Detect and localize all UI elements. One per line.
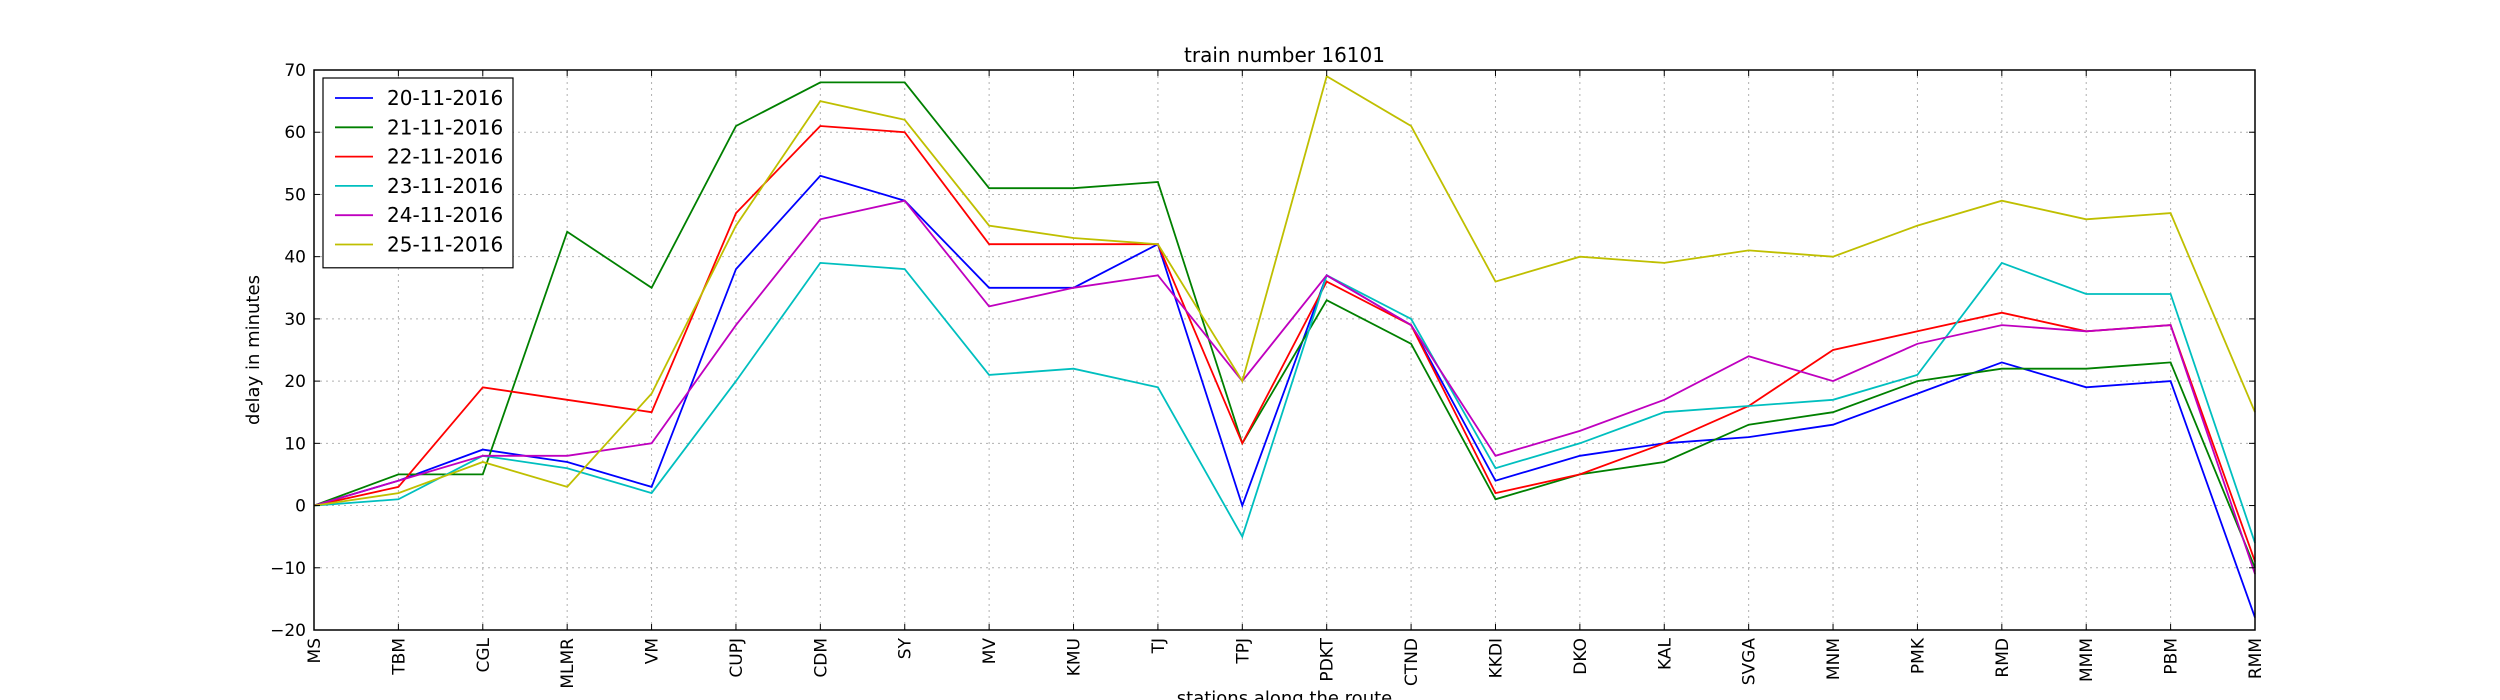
x-tick-label: MMM bbox=[2077, 638, 2097, 682]
x-tick-label: SY bbox=[896, 637, 916, 659]
legend: 20-11-2016 21-11-2016 22-11-2016 23-11-2016… bbox=[322, 77, 514, 269]
y-axis-ticks: −20 −10 0 10 20 30 40 50 60 70 bbox=[270, 61, 2255, 641]
x-tick-label: DKO bbox=[1571, 638, 1591, 675]
plot-frame bbox=[313, 69, 2256, 631]
y-tick-label: 20 bbox=[284, 372, 306, 392]
x-tick-label: VM bbox=[643, 638, 663, 664]
y-tick-label: 50 bbox=[284, 185, 306, 205]
series-line-20-11-2016 bbox=[313, 174, 2256, 618]
x-tick-label: RMD bbox=[1993, 638, 2013, 678]
x-tick-label: TJ bbox=[1149, 638, 1169, 654]
x-tick-label: MV bbox=[980, 638, 1000, 665]
y-tick-label: 40 bbox=[284, 248, 306, 268]
series-line-25-11-2016 bbox=[313, 74, 2256, 507]
x-tick-label: KAL bbox=[1655, 637, 1675, 669]
x-tick-label: MLMR bbox=[558, 638, 578, 689]
x-tick-label: KKDI bbox=[1486, 638, 1506, 678]
y-tick-label: 30 bbox=[284, 310, 306, 330]
x-tick-label: MNM bbox=[1824, 638, 1844, 680]
y-tick-label: −20 bbox=[270, 621, 306, 641]
x-tick-label: PMK bbox=[1908, 637, 1928, 674]
legend-box bbox=[322, 77, 514, 269]
x-tick-label: CTND bbox=[1402, 638, 1422, 686]
legend-label: 22-11-2016 bbox=[387, 145, 503, 169]
x-tick-label: MS bbox=[305, 638, 325, 663]
x-tick-label: PBM bbox=[2162, 638, 2182, 675]
x-tick-label: RMM bbox=[2246, 638, 2266, 679]
legend-label: 24-11-2016 bbox=[387, 203, 503, 227]
x-tick-label: TPJ bbox=[1233, 638, 1253, 665]
legend-label: 25-11-2016 bbox=[387, 233, 503, 257]
y-tick-label: 60 bbox=[284, 123, 306, 143]
x-tick-label: TBM bbox=[389, 638, 409, 676]
series-line-23-11-2016 bbox=[313, 261, 2256, 544]
series-line-22-11-2016 bbox=[313, 125, 2256, 562]
y-tick-label: 0 bbox=[295, 497, 306, 517]
y-tick-label: 70 bbox=[284, 61, 306, 81]
x-axis-label: stations along the route bbox=[1177, 688, 1392, 700]
legend-label: 23-11-2016 bbox=[387, 174, 503, 198]
chart-title: train number 16101 bbox=[1184, 43, 1385, 67]
series-lines bbox=[313, 74, 2256, 618]
x-axis-ticks: MS TBM CGL MLMR VM CUPJ CDM SY MV KMU TJ TPJ PDKT CTN… bbox=[305, 70, 2266, 689]
x-tick-label: PDKT bbox=[1318, 637, 1338, 681]
legend-label: 20-11-2016 bbox=[387, 86, 503, 110]
x-tick-label: CDM bbox=[811, 638, 831, 678]
x-tick-label: KMU bbox=[1065, 638, 1085, 676]
y-tick-label: −10 bbox=[270, 559, 306, 579]
y-tick-label: 10 bbox=[284, 434, 306, 454]
x-tick-label: SVGA bbox=[1740, 638, 1760, 686]
series-line-24-11-2016 bbox=[313, 199, 2256, 575]
x-tick-label: CGL bbox=[474, 637, 494, 672]
grid bbox=[313, 69, 2256, 631]
x-tick-label: CUPJ bbox=[727, 638, 747, 678]
legend-label: 21-11-2016 bbox=[387, 115, 503, 139]
series-line-21-11-2016 bbox=[313, 81, 2256, 569]
y-axis-label: delay in minutes bbox=[243, 275, 264, 425]
